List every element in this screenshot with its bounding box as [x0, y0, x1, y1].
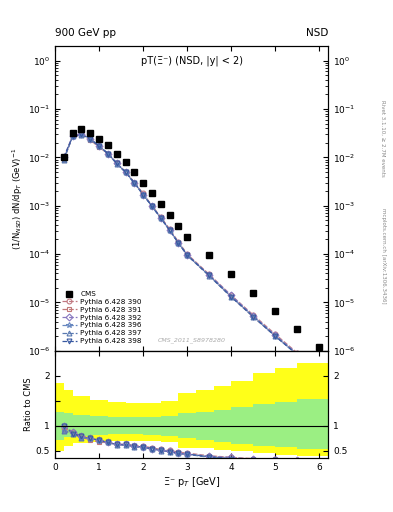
X-axis label: Ξ⁻ p$_T$ [GeV]: Ξ⁻ p$_T$ [GeV] [163, 475, 220, 489]
Text: NSD: NSD [306, 29, 328, 38]
Text: mcplots.cern.ch [arXiv:1306.3436]: mcplots.cern.ch [arXiv:1306.3436] [381, 208, 386, 304]
Text: pT(Ξ⁻) (NSD, |y| < 2): pT(Ξ⁻) (NSD, |y| < 2) [141, 55, 242, 66]
Text: CMS_2011_S8978280: CMS_2011_S8978280 [158, 337, 226, 343]
Y-axis label: Ratio to CMS: Ratio to CMS [24, 378, 33, 431]
Text: Rivet 3.1.10, ≥ 2.7M events: Rivet 3.1.10, ≥ 2.7M events [381, 100, 386, 177]
Y-axis label: (1/N$_{NSD}$) dN/dp$_T$ (GeV)$^{-1}$: (1/N$_{NSD}$) dN/dp$_T$ (GeV)$^{-1}$ [11, 147, 25, 249]
Text: 900 GeV pp: 900 GeV pp [55, 29, 116, 38]
Legend: CMS, Pythia 6.428 390, Pythia 6.428 391, Pythia 6.428 392, Pythia 6.428 396, Pyt: CMS, Pythia 6.428 390, Pythia 6.428 391,… [59, 288, 145, 347]
